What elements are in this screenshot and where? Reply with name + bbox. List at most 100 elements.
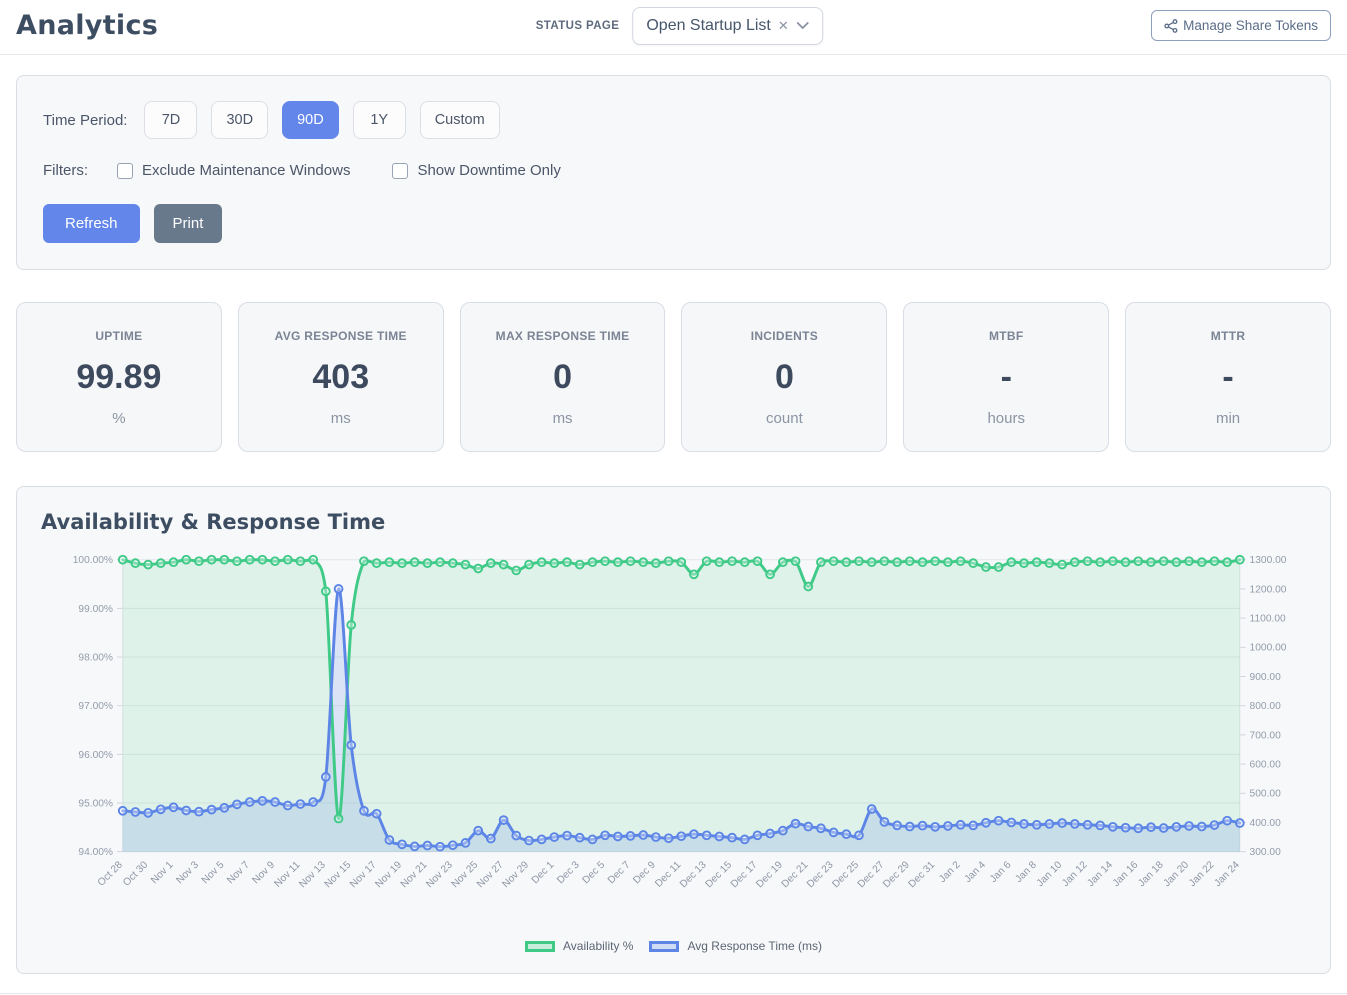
bottom-divider: [0, 993, 1347, 995]
svg-text:Jan 20: Jan 20: [1162, 859, 1192, 889]
period-button-7d[interactable]: 7D: [144, 101, 198, 139]
legend-label: Avg Response Time (ms): [687, 939, 822, 954]
svg-text:Jan 4: Jan 4: [963, 859, 989, 885]
stat-unit: ms: [330, 410, 351, 427]
share-icon: [1164, 18, 1178, 33]
status-page-selected-value: Open Startup List: [646, 16, 771, 34]
legend-label: Availability %: [563, 939, 634, 954]
stat-unit: hours: [987, 410, 1025, 427]
svg-text:96.00%: 96.00%: [78, 750, 113, 761]
svg-text:Nov 3: Nov 3: [174, 859, 201, 886]
svg-text:Dec 21: Dec 21: [780, 859, 811, 890]
manage-share-tokens-label: Manage Share Tokens: [1183, 18, 1318, 33]
svg-text:Nov 17: Nov 17: [348, 859, 379, 890]
svg-text:Dec 31: Dec 31: [907, 859, 938, 890]
period-button-custom[interactable]: Custom: [419, 101, 500, 139]
svg-text:Dec 15: Dec 15: [704, 859, 735, 890]
page-header: Analytics STATUS PAGE Open Startup List …: [0, 0, 1347, 55]
svg-text:Jan 18: Jan 18: [1136, 859, 1166, 889]
stat-label: MTBF: [988, 329, 1024, 343]
stat-unit: count: [766, 410, 803, 427]
period-button-90d[interactable]: 90D: [282, 101, 339, 139]
print-button[interactable]: Print: [153, 204, 223, 243]
svg-text:Dec 1: Dec 1: [530, 859, 557, 886]
checkbox-label: Show Downtime Only: [417, 162, 561, 179]
svg-text:Nov 29: Nov 29: [500, 859, 531, 890]
filters-row: Filters: Exclude Maintenance Windows Show…: [43, 162, 1304, 179]
svg-text:Oct 28: Oct 28: [96, 859, 125, 888]
stat-value: 0: [553, 358, 573, 396]
checkbox-show-downtime-only[interactable]: Show Downtime Only: [392, 162, 561, 179]
svg-text:300.00: 300.00: [1250, 847, 1282, 858]
status-page-group: STATUS PAGE Open Startup List ✕: [535, 6, 823, 45]
stats-row: UPTIME 99.89% AVG RESPONSE TIME 403 ms MAX RE…: [16, 302, 1331, 452]
svg-text:Jan 6: Jan 6: [988, 859, 1014, 885]
svg-text:Jan 24: Jan 24: [1213, 859, 1243, 889]
svg-text:1000.00: 1000.00: [1250, 643, 1287, 654]
svg-text:Jan 14: Jan 14: [1086, 859, 1116, 889]
filters-label: Filters:: [43, 162, 88, 179]
stat-unit: %: [112, 410, 126, 427]
svg-text:Nov 25: Nov 25: [450, 859, 481, 890]
svg-text:Dec 11: Dec 11: [653, 859, 683, 889]
stat-value: 403: [312, 358, 370, 396]
svg-text:600.00: 600.00: [1250, 759, 1282, 770]
svg-text:1200.00: 1200.00: [1250, 584, 1287, 595]
refresh-button[interactable]: Refresh: [43, 204, 140, 243]
svg-text:Dec 29: Dec 29: [881, 859, 912, 890]
checkbox-box[interactable]: [117, 162, 133, 179]
chart-panel: Availability & Response Time 100.00% 99.0…: [16, 486, 1331, 975]
checkbox-box[interactable]: [392, 162, 409, 179]
manage-share-tokens-button[interactable]: Manage Share Tokens: [1151, 10, 1331, 41]
svg-text:Dec 5: Dec 5: [581, 859, 608, 886]
status-page-label: STATUS PAGE: [535, 19, 620, 32]
legend-swatch: [525, 940, 555, 952]
stat-card-incidents: INCIDENTS 0 count: [681, 302, 888, 452]
period-button-1y[interactable]: 1Y: [352, 101, 406, 139]
chart-title: Availability & Response Time: [41, 510, 386, 534]
stat-value: 0: [774, 358, 794, 396]
svg-text:97.00%: 97.00%: [78, 701, 113, 712]
clear-selection-icon[interactable]: ✕: [777, 18, 789, 33]
svg-text:Dec 3: Dec 3: [555, 859, 582, 886]
svg-text:Nov 19: Nov 19: [373, 859, 404, 890]
stat-unit: min: [1215, 410, 1241, 427]
svg-text:Dec 25: Dec 25: [830, 859, 861, 890]
availability-response-chart: 100.00% 99.00% 98.00% 97.00% 96.00% 95.00% 94.…: [73, 554, 1287, 890]
checkbox-exclude-maintenance-windows[interactable]: Exclude Maintenance Windows: [117, 162, 350, 179]
svg-text:Dec 23: Dec 23: [805, 859, 836, 890]
svg-text:Dec 19: Dec 19: [754, 859, 785, 890]
chart-legend: Availability % Avg Response Time (ms): [41, 937, 1306, 961]
period-button-30d[interactable]: 30D: [211, 101, 269, 139]
stat-card-max-response-time: MAX RESPONSE TIME 0 ms: [459, 302, 666, 452]
svg-text:Nov 13: Nov 13: [297, 859, 328, 890]
svg-text:Nov 1: Nov 1: [149, 859, 176, 886]
svg-text:Nov 23: Nov 23: [424, 859, 455, 890]
stat-unit: ms: [552, 410, 573, 427]
stat-value: -: [1222, 358, 1234, 396]
svg-text:500.00: 500.00: [1250, 789, 1282, 800]
svg-text:Nov 7: Nov 7: [225, 859, 252, 886]
stat-label: MAX RESPONSE TIME: [495, 329, 630, 343]
svg-text:Dec 7: Dec 7: [606, 859, 633, 886]
svg-text:94.00%: 94.00%: [78, 847, 113, 858]
svg-text:98.00%: 98.00%: [78, 652, 113, 663]
svg-text:Nov 15: Nov 15: [323, 859, 354, 890]
stat-card-mtbf: MTBF - hours: [903, 302, 1110, 452]
svg-text:Nov 21: Nov 21: [399, 859, 430, 890]
svg-text:Nov 27: Nov 27: [475, 859, 506, 890]
checkbox-label: Exclude Maintenance Windows: [142, 162, 351, 179]
svg-text:900.00: 900.00: [1250, 672, 1282, 683]
time-period-buttons: 7D 30D 90D 1Y Custom: [144, 101, 513, 139]
legend-item-avg-response-time-ms[interactable]: Avg Response Time (ms): [649, 939, 822, 953]
svg-text:Jan 12: Jan 12: [1060, 859, 1090, 889]
svg-text:1100.00: 1100.00: [1250, 614, 1286, 625]
stat-label: AVG RESPONSE TIME: [274, 329, 407, 343]
stat-label: UPTIME: [95, 329, 143, 343]
status-page-select[interactable]: Open Startup List ✕: [632, 6, 823, 45]
legend-item-availability[interactable]: Availability %: [525, 939, 633, 953]
svg-text:Oct 30: Oct 30: [121, 859, 150, 888]
actions-row: Refresh Print: [43, 204, 1304, 243]
svg-text:Nov 5: Nov 5: [200, 859, 227, 886]
time-period-label: Time Period:: [43, 111, 128, 129]
